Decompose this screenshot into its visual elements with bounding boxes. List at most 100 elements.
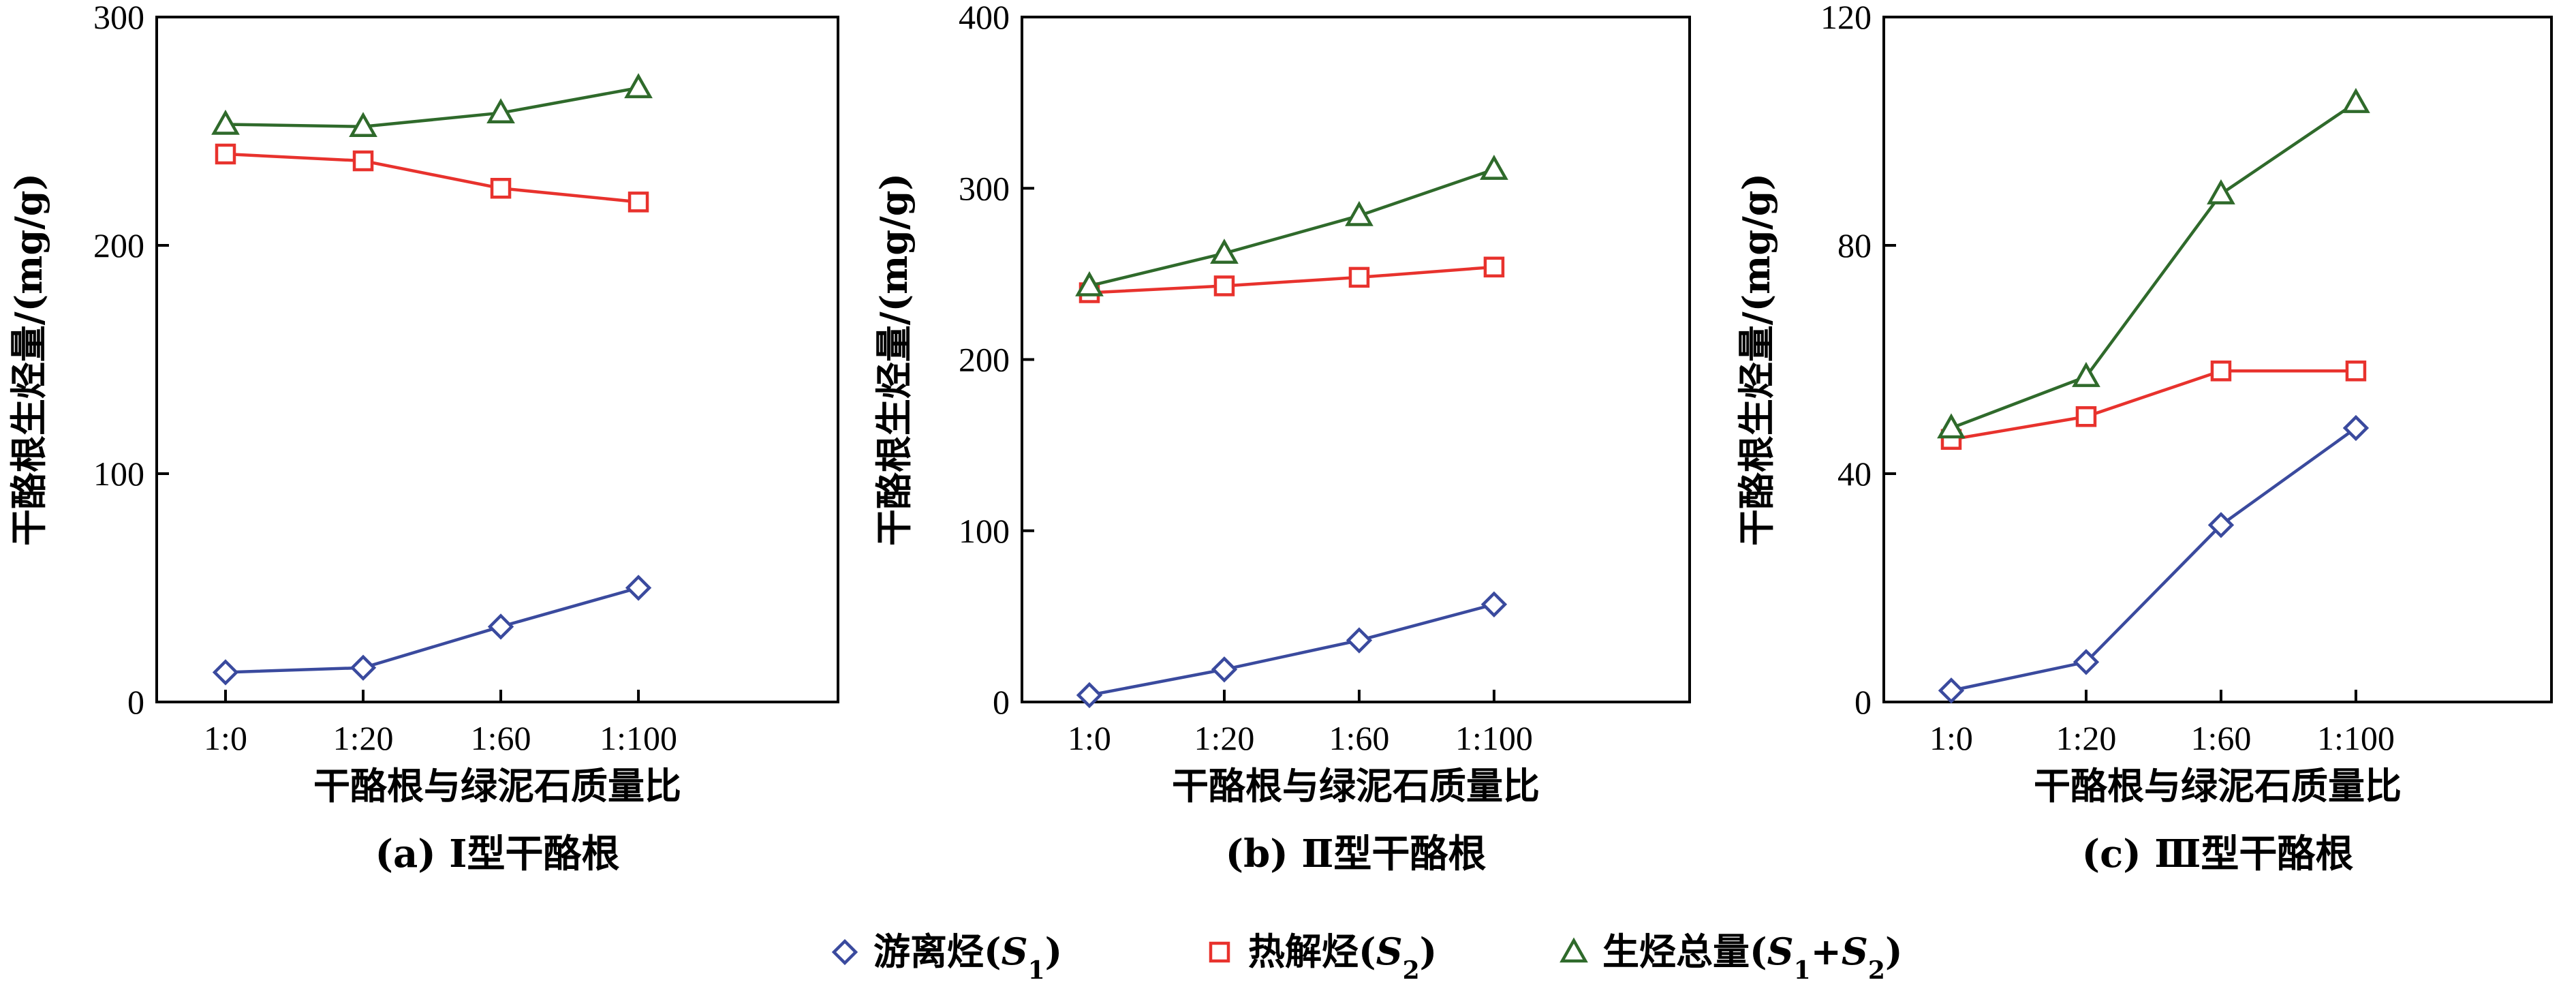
x-axis-title: 干酪根与绿泥石质量比: [2034, 764, 2402, 808]
series-line: [1951, 369, 2356, 441]
x-tick-label: 1:100: [600, 719, 677, 757]
series-diamond: [212, 575, 652, 686]
x-tick-label: 1:60: [2190, 719, 2251, 757]
y-tick-label: 100: [959, 512, 1010, 550]
data-point-diamond: [1480, 591, 1508, 617]
y-tick-label: 120: [1820, 0, 1872, 36]
legend: 游离烃(S1) 热解烃(S2) 生烃总量(S1+S2): [831, 930, 1903, 985]
x-tick-label: 1:20: [333, 719, 394, 757]
data-point-diamond: [2207, 512, 2235, 538]
x-tick-label: 1:0: [1068, 719, 1111, 757]
data-point-square: [2210, 361, 2232, 382]
data-point-diamond: [625, 575, 652, 601]
data-point-square: [1483, 256, 1505, 278]
data-point-triangle: [1480, 155, 1508, 180]
series-line: [225, 152, 639, 204]
series-square: [1940, 361, 2367, 450]
y-axis-title: 干酪根生烃量/(mg/g): [1735, 173, 1778, 546]
data-point-square: [490, 178, 512, 199]
data-point-diamond: [212, 659, 239, 686]
x-tick-label: 1:60: [1329, 719, 1389, 757]
series-triangle: [211, 73, 653, 138]
y-tick-label: 200: [959, 341, 1010, 379]
y-axis-title: 干酪根生烃量/(mg/g): [872, 173, 916, 546]
plot-frame: [1882, 16, 2553, 703]
y-tick-label: 300: [93, 0, 144, 36]
y-tick-label: 0: [127, 683, 144, 721]
x-tick-label: 1:100: [2317, 719, 2395, 757]
data-point-diamond: [2342, 414, 2370, 442]
x-tick-label: 1:20: [1194, 719, 1255, 757]
series-line: [1089, 168, 1495, 288]
data-point-triangle: [1210, 239, 1239, 264]
legend-marker-triangle: [1559, 937, 1588, 963]
series-square: [1078, 256, 1505, 303]
data-point-triangle: [1937, 413, 1966, 439]
series-line: [225, 86, 639, 129]
series-diamond: [1938, 414, 2370, 704]
data-point-triangle: [1075, 271, 1104, 296]
x-tick-label: 1:100: [1455, 719, 1533, 757]
y-tick-label: 100: [93, 455, 144, 493]
legend-item-square: 热解烃(S2): [1209, 930, 1437, 985]
x-axis-title: 干酪根与绿泥石质量比: [1172, 764, 1540, 808]
data-point-diamond: [1346, 627, 1373, 654]
legend-label: 游离烃(S1): [873, 930, 1062, 985]
data-point-square: [215, 143, 236, 165]
x-tick-label: 1:0: [204, 719, 247, 757]
data-point-triangle: [624, 73, 653, 99]
plot-frame: [1021, 16, 1691, 703]
panel-caption: (c) Ⅲ型干酪根: [2082, 831, 2354, 876]
plot-frame: [155, 16, 839, 703]
data-point-triangle: [211, 109, 240, 135]
series-square: [215, 143, 649, 213]
data-point-diamond: [1938, 677, 1965, 704]
x-tick-label: 1:0: [1929, 719, 1973, 757]
x-tick-label: 1:60: [471, 719, 531, 757]
data-point-triangle: [1345, 200, 1374, 226]
y-tick-label: 300: [959, 169, 1010, 207]
x-tick-label: 1:20: [2056, 719, 2117, 757]
data-point-diamond: [1076, 682, 1103, 709]
data-point-square: [352, 150, 374, 172]
series-line: [1951, 101, 2357, 430]
data-point-square: [1213, 275, 1235, 296]
legend-item-triangle: 生烃总量(S1+S2): [1559, 930, 1903, 985]
data-point-square: [2075, 406, 2097, 427]
data-point-diamond: [1211, 656, 1238, 683]
data-point-diamond: [350, 654, 377, 681]
data-point-triangle: [2342, 88, 2370, 113]
y-tick-label: 40: [1837, 455, 1872, 493]
data-point-triangle: [349, 112, 377, 138]
x-axis-title: 干酪根与绿泥石质量比: [313, 764, 681, 808]
chart-panel-1: 0 100 200 300 1:0 1:20 1:60 1:100 干酪根与绿泥石质量比 干酪根生…: [7, 0, 839, 876]
data-point-triangle: [486, 98, 515, 123]
chart-panel-2: 0 100 200 300 400 1:0 1:20 1:60 1:100 干酪根与绿泥石质量比 干…: [872, 0, 1691, 876]
data-point-diamond: [2073, 649, 2100, 675]
series-diamond: [1076, 591, 1508, 709]
legend-item-diamond: 游离烃(S1): [831, 930, 1062, 985]
chart-panel-3: 0 40 80 120 1:0 1:20 1:60 1:100 干酪根与绿泥石质量比 干酪根生烃量…: [1735, 0, 2553, 876]
data-point-square: [627, 192, 649, 213]
panel-caption: (a) Ⅰ型干酪根: [375, 831, 620, 876]
data-point-square: [1348, 266, 1370, 288]
data-point-triangle: [2072, 362, 2100, 387]
legend-marker-square: [1209, 941, 1230, 963]
series-line: [1089, 602, 1495, 697]
series-line: [1089, 265, 1495, 294]
series-triangle: [1937, 88, 2370, 439]
legend-marker-diamond: [831, 938, 858, 966]
data-point-triangle: [2207, 179, 2235, 204]
legend-label: 热解烃(S2): [1248, 930, 1437, 985]
y-tick-label: 200: [93, 226, 144, 264]
data-point-diamond: [487, 613, 514, 640]
series-line: [1951, 427, 2357, 692]
panel-caption: (b) Ⅱ型干酪根: [1226, 831, 1487, 876]
y-tick-label: 400: [959, 0, 1010, 36]
series-triangle: [1075, 155, 1508, 296]
y-tick-label: 0: [993, 683, 1010, 721]
series-line: [225, 586, 639, 674]
y-tick-label: 0: [1855, 683, 1872, 721]
y-axis-title: 干酪根生烃量/(mg/g): [7, 173, 50, 546]
